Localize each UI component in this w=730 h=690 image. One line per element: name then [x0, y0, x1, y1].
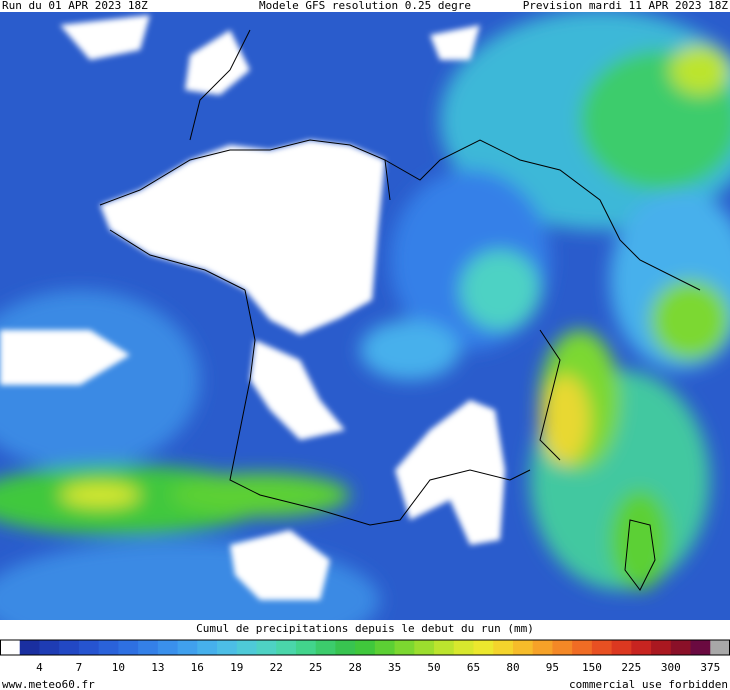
- legend-swatch: [651, 640, 672, 655]
- run-label: Run du 01 APR 2023 18Z: [2, 0, 148, 12]
- legend-label: 35: [388, 661, 401, 674]
- legend-swatch: [0, 640, 21, 655]
- legend-label: 375: [700, 661, 720, 674]
- legend-swatch: [276, 640, 297, 655]
- legend-label: 300: [661, 661, 681, 674]
- legend-label: 25: [309, 661, 322, 674]
- legend-label: 10: [112, 661, 125, 674]
- legend-swatch: [434, 640, 455, 655]
- legend-swatch: [236, 640, 257, 655]
- site-label: www.meteo60.fr: [2, 678, 95, 690]
- coastlines: [99, 29, 701, 591]
- notice-label: commercial use forbidden: [569, 678, 728, 690]
- legend-swatch: [552, 640, 573, 655]
- legend-label: 22: [270, 661, 283, 674]
- legend-swatch: [315, 640, 336, 655]
- legend-swatch: [631, 640, 652, 655]
- legend-swatch: [670, 640, 692, 655]
- legend-label: 65: [467, 661, 480, 674]
- forecast-label: Prevision mardi 11 APR 2023 18Z: [523, 0, 729, 12]
- model-label: Modele GFS resolution 0.25 degre: [259, 0, 471, 12]
- legend-swatch: [295, 640, 317, 655]
- legend-label: 13: [151, 661, 164, 674]
- legend-swatch: [591, 640, 613, 655]
- legend-swatch: [453, 640, 475, 655]
- legend-swatch: [335, 640, 356, 655]
- legend-swatch: [78, 640, 100, 655]
- legend-swatch: [710, 640, 730, 655]
- legend-label: 16: [191, 661, 204, 674]
- legend-label: 28: [349, 661, 362, 674]
- legend-swatch: [256, 640, 277, 655]
- legend-swatch: [690, 640, 711, 655]
- legend-swatch: [19, 640, 40, 655]
- legend-label: 4: [36, 661, 43, 674]
- legend-swatch: [118, 640, 139, 655]
- legend-swatch: [512, 640, 534, 655]
- legend-swatch: [157, 640, 179, 655]
- legend-label: 50: [427, 661, 440, 674]
- legend-swatch: [532, 640, 553, 655]
- legend-swatch: [473, 640, 494, 655]
- legend-swatch: [98, 640, 119, 655]
- legend-swatch: [611, 640, 632, 655]
- legend-swatch: [177, 640, 198, 655]
- legend-swatch: [355, 640, 376, 655]
- color-scale: 4 7 10 13 16 19 22 25 28 35 50 65 80 95 150 225 300 375: [0, 639, 730, 674]
- legend-swatch: [217, 640, 238, 655]
- legend-swatch: [394, 640, 415, 655]
- legend-swatch: [572, 640, 593, 655]
- legend-swatch: [59, 640, 80, 655]
- legend-title: Cumul de precipitations depuis le debut …: [196, 622, 534, 635]
- legend-swatch: [374, 640, 396, 655]
- legend-swatch: [39, 640, 60, 655]
- legend-swatch: [138, 640, 159, 655]
- precipitation-map: [0, 12, 730, 620]
- legend-label: 225: [621, 661, 641, 674]
- legend-swatch: [493, 640, 514, 655]
- legend-label: 150: [582, 661, 602, 674]
- legend-swatch: [197, 640, 218, 655]
- legend-swatch: [414, 640, 435, 655]
- legend-label: 80: [506, 661, 519, 674]
- legend-label: 19: [230, 661, 243, 674]
- legend-label: 7: [76, 661, 83, 674]
- legend-label: 95: [546, 661, 559, 674]
